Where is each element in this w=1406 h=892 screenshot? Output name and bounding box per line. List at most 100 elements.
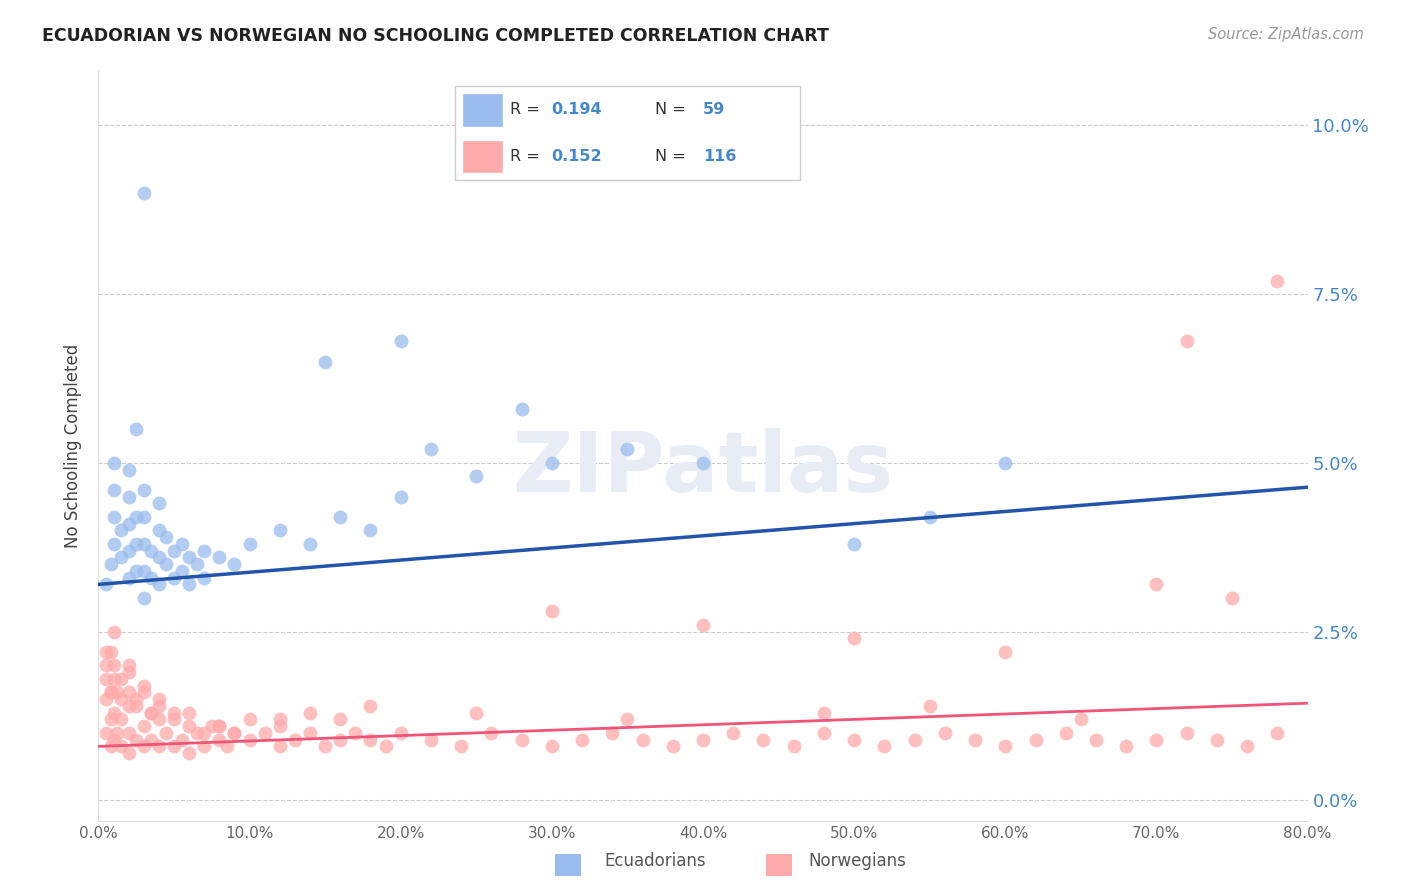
Text: Ecuadorians: Ecuadorians (605, 852, 706, 870)
Point (1220, 591, 1243, 605)
Point (299, 706, 322, 720)
Point (132, 537, 155, 551)
Point (844, 537, 866, 551)
Point (179, 719, 201, 733)
Point (918, 698, 941, 713)
Point (1024, 732, 1046, 747)
Point (1175, 726, 1198, 740)
Point (155, 726, 177, 740)
Point (118, 726, 141, 740)
Point (148, 698, 170, 713)
Point (110, 672, 132, 686)
Point (103, 624, 125, 639)
Point (253, 726, 276, 740)
Point (571, 732, 593, 747)
Point (602, 726, 624, 740)
Point (314, 739, 336, 754)
Point (132, 509, 155, 524)
Point (103, 672, 125, 686)
Text: Norwegians: Norwegians (808, 852, 907, 870)
Point (193, 726, 215, 740)
Point (94, 726, 117, 740)
Point (389, 490, 412, 504)
Point (141, 732, 163, 747)
Point (118, 516, 141, 531)
Point (813, 726, 835, 740)
Point (1175, 334, 1198, 349)
Point (269, 739, 291, 754)
Text: ECUADORIAN VS NORWEGIAN NO SCHOOLING COMPLETED CORRELATION CHART: ECUADORIAN VS NORWEGIAN NO SCHOOLING COM… (42, 27, 830, 45)
Point (179, 746, 201, 760)
Point (163, 739, 186, 754)
Point (1267, 274, 1289, 288)
Point (141, 571, 163, 585)
Point (374, 739, 396, 754)
Point (103, 732, 125, 747)
Point (100, 645, 122, 659)
Point (141, 543, 163, 558)
Point (170, 732, 193, 747)
Point (100, 557, 122, 571)
Point (148, 577, 170, 591)
Point (465, 706, 488, 720)
Point (148, 496, 170, 510)
Point (299, 537, 322, 551)
Point (118, 490, 141, 504)
Point (844, 632, 866, 646)
Point (783, 739, 806, 754)
Point (155, 530, 177, 544)
Point (186, 557, 208, 571)
Point (389, 726, 412, 740)
Point (1236, 739, 1258, 754)
Point (510, 732, 533, 747)
Point (661, 739, 683, 754)
Point (284, 732, 307, 747)
Point (813, 706, 835, 720)
Point (179, 706, 201, 720)
Point (118, 658, 141, 673)
Point (616, 442, 638, 457)
Point (1054, 726, 1077, 740)
Point (103, 706, 125, 720)
Point (94, 692, 117, 706)
Point (1144, 732, 1167, 747)
Point (163, 571, 186, 585)
Point (118, 746, 141, 760)
Point (420, 732, 443, 747)
Point (125, 509, 148, 524)
Point (269, 719, 291, 733)
Point (163, 712, 186, 726)
Point (100, 739, 122, 754)
Point (1115, 739, 1137, 754)
Point (224, 557, 246, 571)
Point (510, 401, 533, 416)
Point (540, 739, 562, 754)
Point (965, 732, 987, 747)
Point (239, 712, 262, 726)
Point (360, 698, 382, 713)
Point (329, 732, 352, 747)
Point (94, 577, 117, 591)
Point (208, 550, 231, 565)
Point (103, 658, 125, 673)
Point (193, 571, 215, 585)
Point (100, 685, 122, 699)
Point (465, 469, 488, 483)
Point (110, 524, 132, 538)
Point (299, 726, 322, 740)
Point (208, 732, 231, 747)
Point (125, 422, 148, 436)
Point (329, 712, 352, 726)
Point (118, 665, 141, 680)
Point (420, 442, 443, 457)
Point (179, 577, 201, 591)
Point (481, 726, 503, 740)
Point (616, 712, 638, 726)
Point (94, 645, 117, 659)
Point (179, 550, 201, 565)
Point (141, 706, 163, 720)
Point (994, 739, 1017, 754)
Point (148, 524, 170, 538)
Point (224, 726, 246, 740)
Point (873, 739, 896, 754)
